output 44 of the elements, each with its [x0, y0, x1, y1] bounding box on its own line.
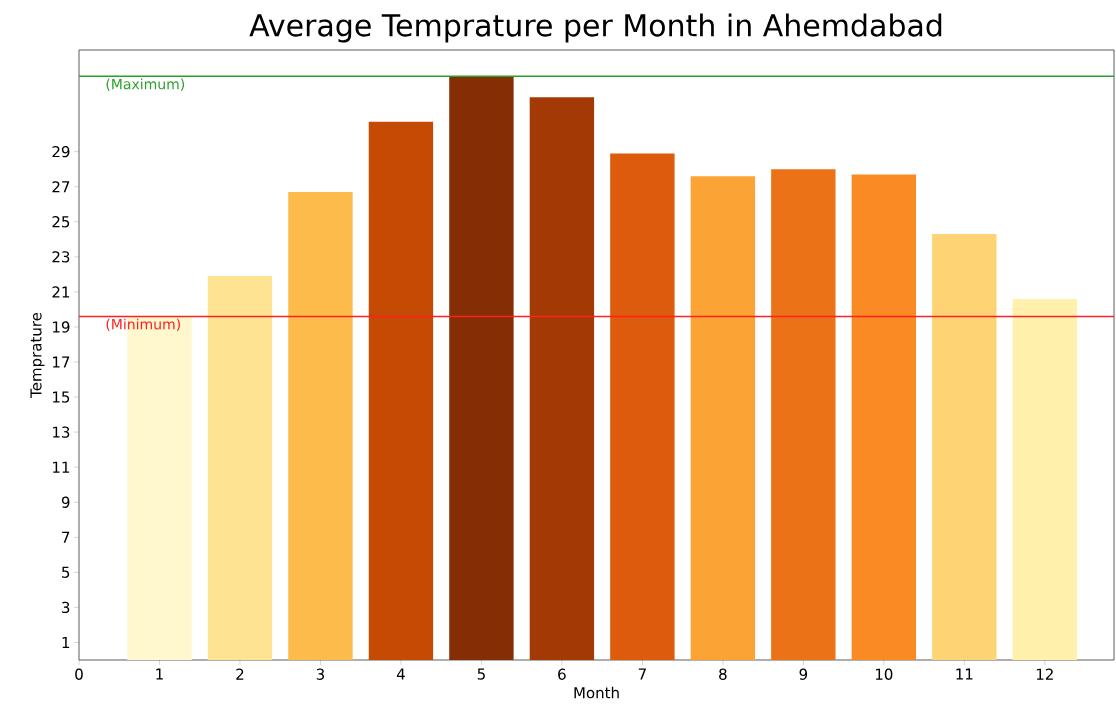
x-tick-label: 10: [875, 668, 893, 680]
y-tick-label: 5: [62, 566, 70, 578]
x-tick-label: 2: [236, 668, 244, 680]
y-axis-title: Temprature: [30, 312, 45, 398]
bar: [690, 176, 756, 660]
y-tick-label: 3: [62, 601, 70, 614]
y-tick-label: 27: [52, 181, 70, 193]
x-tick-label: 1: [156, 668, 163, 680]
bar: [368, 121, 434, 660]
chart-title: Average Temprature per Month in Ahemdabad: [249, 13, 942, 43]
y-tick-label: 25: [52, 216, 70, 228]
x-tick-label: 9: [799, 668, 808, 680]
y-tick-label: 17: [53, 356, 70, 368]
y-tick-label: 21: [52, 286, 70, 298]
x-tick-label: 7: [638, 668, 646, 680]
y-tick-label: 15: [53, 391, 70, 403]
y-tick-label: 29: [52, 145, 70, 158]
bar: [1012, 298, 1077, 660]
x-tick-label: 11: [956, 668, 973, 680]
x-tick-label: 6: [558, 668, 566, 680]
bar: [851, 174, 917, 660]
x-tick-label: 0: [75, 668, 83, 680]
y-tick-label: 13: [53, 426, 70, 438]
y-tick-label: 9: [61, 496, 70, 508]
bar: [288, 191, 353, 660]
y-tick-label: 7: [62, 531, 70, 543]
x-axis-title: Month: [574, 686, 619, 699]
ref-line-label: (Maximum): [106, 78, 185, 91]
bar: [610, 153, 675, 660]
y-tick-label: 11: [53, 461, 70, 473]
x-tick-label: 4: [396, 668, 405, 680]
bar: [207, 276, 273, 660]
bar: [932, 234, 997, 660]
x-tick-label: 8: [719, 668, 727, 680]
y-tick-label: 1: [62, 637, 70, 648]
x-tick-label: 5: [477, 668, 485, 680]
y-tick-label: 23: [52, 251, 70, 263]
y-tick-label: 19: [53, 321, 70, 333]
bar: [529, 97, 595, 660]
bar: [771, 169, 836, 660]
x-tick-label: 3: [316, 668, 325, 680]
x-tick-label: 12: [1036, 668, 1053, 680]
bar: [449, 76, 514, 660]
ref-line-label: (Minimum): [106, 318, 180, 332]
